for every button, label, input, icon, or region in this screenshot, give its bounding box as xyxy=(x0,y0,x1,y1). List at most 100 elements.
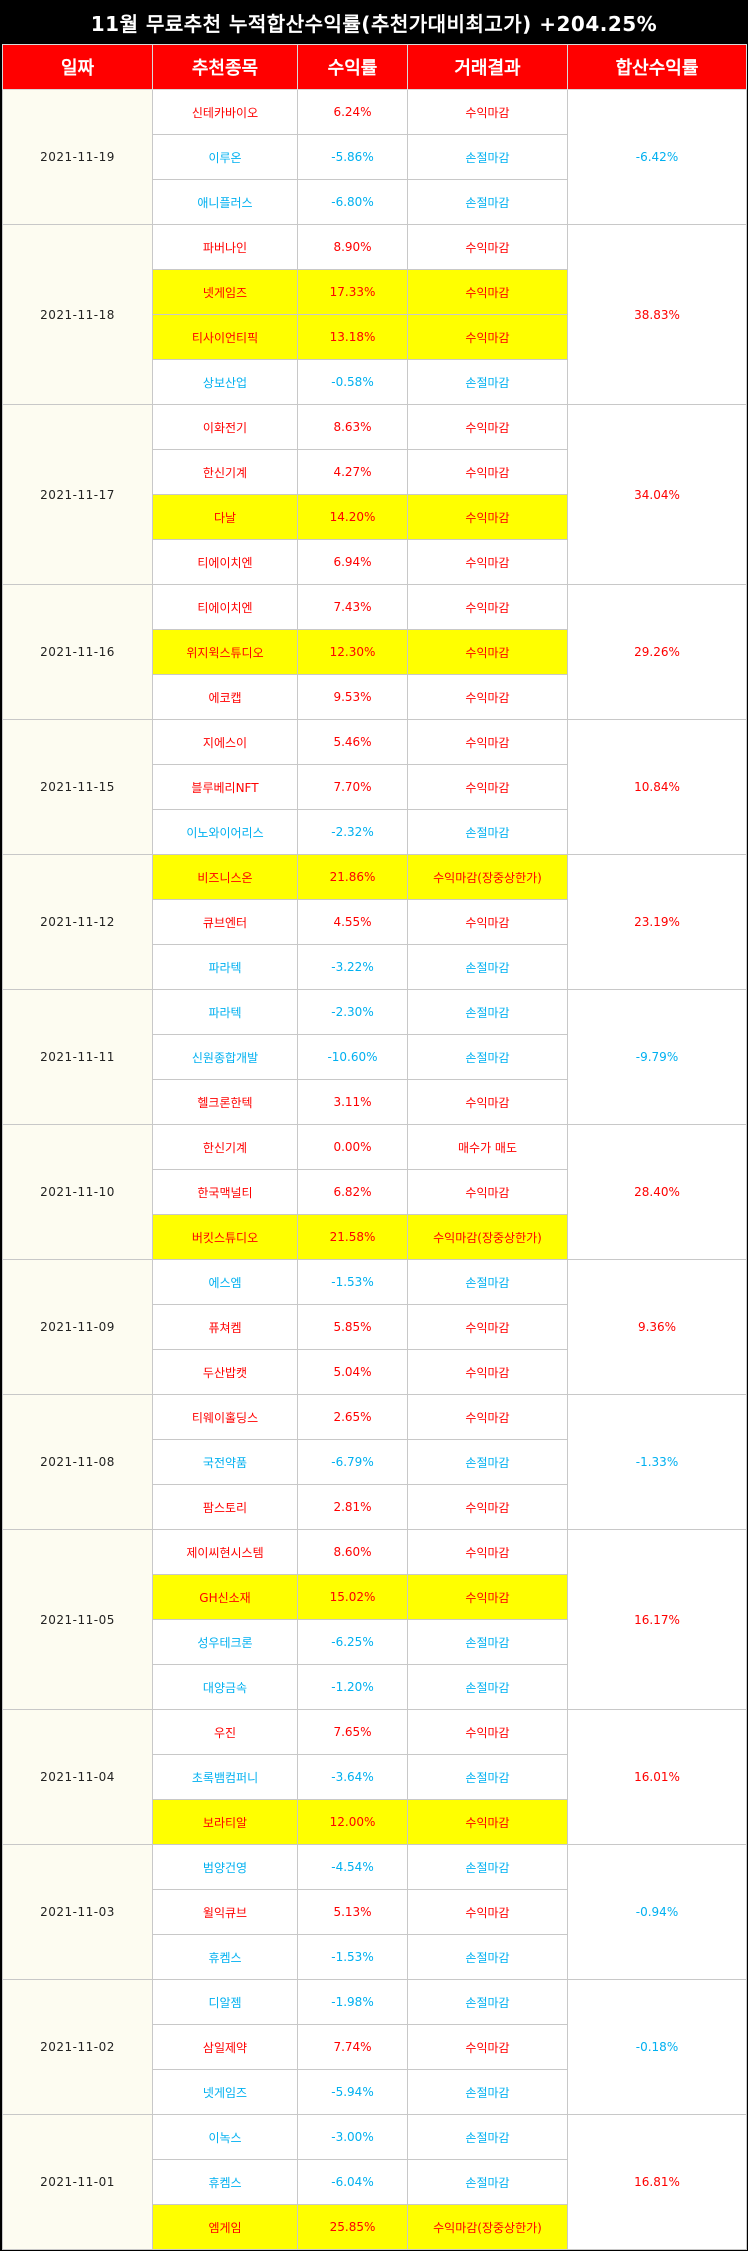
stock-name-cell: 이화전기 xyxy=(152,404,298,450)
return-cell: 6.94% xyxy=(297,539,408,585)
stock-name-cell: 휴켐스 xyxy=(152,2159,298,2205)
result-cell: 수익마감 xyxy=(407,1169,568,1215)
table-body: 2021-11-19 신테카바이오 6.24% 수익마감 -6.42% 이루온 -5.86%… xyxy=(2,89,747,2250)
return-cell: -1.53% xyxy=(297,1259,408,1305)
date-cell: 2021-11-09 xyxy=(2,1259,153,1395)
return-cell: 8.60% xyxy=(297,1529,408,1575)
return-cell: -5.94% xyxy=(297,2069,408,2115)
return-cell: 0.00% xyxy=(297,1124,408,1170)
return-cell: -10.60% xyxy=(297,1034,408,1080)
result-cell: 손절마감 xyxy=(407,2069,568,2115)
result-cell: 손절마감 xyxy=(407,2114,568,2160)
date-cell: 2021-11-16 xyxy=(2,584,153,720)
stock-name-cell: 보라티알 xyxy=(152,1799,298,1845)
result-cell: 손절마감 xyxy=(407,1034,568,1080)
return-cell: 21.86% xyxy=(297,854,408,900)
return-cell: 15.02% xyxy=(297,1574,408,1620)
table-row: 파라텍 -3.22% 손절마감 xyxy=(3,944,747,990)
date-cell: 2021-11-03 xyxy=(2,1844,153,1980)
result-cell: 매수가 매도 xyxy=(407,1124,568,1170)
result-cell: 수익마감 xyxy=(407,404,568,450)
table-row: 한국맥널티 6.82% 수익마감 xyxy=(3,1169,747,1215)
table-row: 넷게임즈 17.33% 수익마감 xyxy=(3,269,747,315)
result-cell: 손절마감 xyxy=(407,1979,568,2025)
stock-name-cell: 한신기계 xyxy=(152,449,298,495)
table-row: 2021-11-18 파버나인 8.90% 수익마감 38.83% xyxy=(2,224,747,405)
result-cell: 손절마감 xyxy=(407,1934,568,1980)
date-cell: 2021-11-11 xyxy=(2,989,153,1125)
stock-name-cell: 이노와이어리스 xyxy=(152,809,298,855)
result-cell: 손절마감 xyxy=(407,944,568,990)
return-cell: 4.27% xyxy=(297,449,408,495)
total-return-cell: 29.26% xyxy=(567,584,747,720)
total-return-cell: 16.81% xyxy=(567,2114,747,2250)
result-cell: 수익마감 xyxy=(407,494,568,540)
stock-name-cell: 지에스이 xyxy=(152,719,298,765)
result-cell: 손절마감 xyxy=(407,1259,568,1305)
date-cell: 2021-11-18 xyxy=(2,224,153,405)
table-row: 팜스토리 2.81% 수익마감 xyxy=(3,1484,747,1530)
result-cell: 수익마감(장중상한가) xyxy=(407,854,568,900)
stock-name-cell: 넷게임즈 xyxy=(152,269,298,315)
return-cell: 7.70% xyxy=(297,764,408,810)
table-row: 초록뱀컴퍼니 -3.64% 손절마감 xyxy=(3,1754,747,1800)
table-row: 2021-11-09 에스엠 -1.53% 손절마감 9.36% xyxy=(2,1259,747,1395)
stock-name-cell: 윌익큐브 xyxy=(152,1889,298,1935)
return-cell: -1.98% xyxy=(297,1979,408,2025)
table-row: 헬크론한텍 3.11% 수익마감 xyxy=(3,1079,747,1125)
stock-name-cell: 티에이치엔 xyxy=(152,584,298,630)
stock-name-cell: 상보산업 xyxy=(152,359,298,405)
stock-name-cell: 삼일제약 xyxy=(152,2024,298,2070)
result-cell: 수익마감(장중상한가) xyxy=(407,2204,568,2250)
date-cell: 2021-11-05 xyxy=(2,1529,153,1710)
return-cell: 7.74% xyxy=(297,2024,408,2070)
total-return-cell: 16.01% xyxy=(567,1709,747,1845)
result-cell: 수익마감 xyxy=(407,539,568,585)
table-row: 2021-11-11 파라텍 -2.30% 손절마감 -9.79% xyxy=(2,989,747,1125)
header-return: 수익률 xyxy=(297,44,408,90)
return-cell: 6.82% xyxy=(297,1169,408,1215)
total-return-cell: -6.42% xyxy=(567,89,747,225)
result-cell: 손절마감 xyxy=(407,1439,568,1485)
result-cell: 수익마감 xyxy=(407,89,568,135)
header-row: 일짜 추천종목 수익률 거래결과 합산수익률 xyxy=(2,44,747,90)
result-cell: 수익마감 xyxy=(407,1799,568,1845)
return-cell: 21.58% xyxy=(297,1214,408,1260)
table-row: 2021-11-01 이녹스 -3.00% 손절마감 16.81% xyxy=(2,2114,747,2250)
table-row: 윌익큐브 5.13% 수익마감 xyxy=(3,1889,747,1935)
table-row: 삼일제약 7.74% 수익마감 xyxy=(3,2024,747,2070)
table-row: 애니플러스 -6.80% 손절마감 xyxy=(3,179,747,225)
stock-name-cell: 다날 xyxy=(152,494,298,540)
total-return-cell: 34.04% xyxy=(567,404,747,585)
return-cell: 5.04% xyxy=(297,1349,408,1395)
table-row: 2021-11-08 티웨이홀딩스 2.65% 수익마감 -1.33% xyxy=(2,1394,747,1530)
return-cell: 25.85% xyxy=(297,2204,408,2250)
result-cell: 손절마감 xyxy=(407,1664,568,1710)
table-row: 2021-11-19 신테카바이오 6.24% 수익마감 -6.42% xyxy=(2,89,747,225)
result-cell: 수익마감 xyxy=(407,1484,568,1530)
date-cell: 2021-11-02 xyxy=(2,1979,153,2115)
stock-name-cell: 에스엠 xyxy=(152,1259,298,1305)
total-return-cell: 10.84% xyxy=(567,719,747,855)
date-cell: 2021-11-08 xyxy=(2,1394,153,1530)
date-cell: 2021-11-15 xyxy=(2,719,153,855)
return-cell: -0.58% xyxy=(297,359,408,405)
header-date: 일짜 xyxy=(2,44,153,90)
result-cell: 손절마감 xyxy=(407,989,568,1035)
date-cell: 2021-11-01 xyxy=(2,2114,153,2250)
stock-name-cell: 초록뱀컴퍼니 xyxy=(152,1754,298,1800)
return-cell: -6.25% xyxy=(297,1619,408,1665)
stock-name-cell: 휴켐스 xyxy=(152,1934,298,1980)
return-cell: 3.11% xyxy=(297,1079,408,1125)
stock-name-cell: 애니플러스 xyxy=(152,179,298,225)
header-stock: 추천종목 xyxy=(152,44,298,90)
stock-name-cell: 국전약품 xyxy=(152,1439,298,1485)
stock-name-cell: 위지윅스튜디오 xyxy=(152,629,298,675)
return-cell: -1.53% xyxy=(297,1934,408,1980)
table-row: 2021-11-05 제이씨현시스템 8.60% 수익마감 16.17% xyxy=(2,1529,747,1710)
return-cell: 7.65% xyxy=(297,1709,408,1755)
result-cell: 수익마감 xyxy=(407,1079,568,1125)
table-row: 2021-11-03 범양건영 -4.54% 손절마감 -0.94% xyxy=(2,1844,747,1980)
return-cell: 12.30% xyxy=(297,629,408,675)
total-return-cell: -9.79% xyxy=(567,989,747,1125)
